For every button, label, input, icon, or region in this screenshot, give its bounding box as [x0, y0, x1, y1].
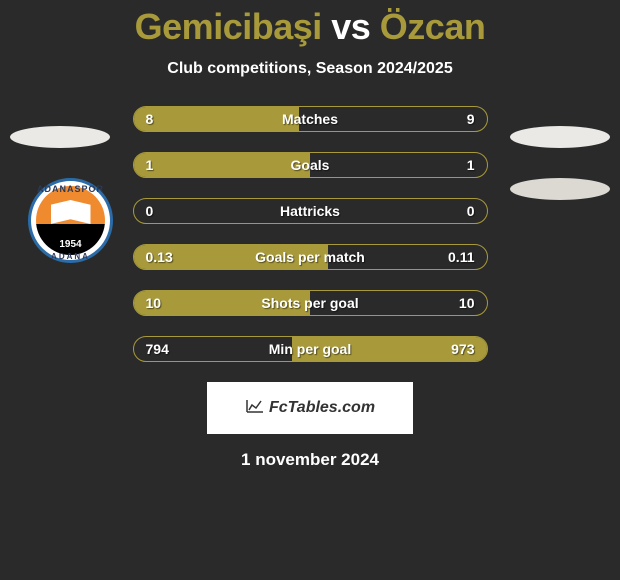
- stat-value-right: 9: [467, 111, 475, 127]
- stat-row: 8 Matches 9: [133, 106, 488, 132]
- stat-label: Min per goal: [269, 341, 351, 357]
- stat-value-right: 973: [451, 341, 474, 357]
- stat-value-right: 0.11: [448, 249, 474, 265]
- stat-label: Matches: [282, 111, 338, 127]
- stat-value-right: 0: [467, 203, 475, 219]
- vs-text: vs: [322, 6, 380, 47]
- stat-value-left: 794: [146, 341, 169, 357]
- stat-value-right: 1: [467, 157, 475, 173]
- stat-row: 794 Min per goal 973: [133, 336, 488, 362]
- stat-fill-left: [134, 107, 300, 131]
- stat-label: Goals: [291, 157, 330, 173]
- watermark: FcTables.com: [207, 382, 413, 434]
- page-title: Gemicibaşi vs Özcan: [0, 0, 620, 48]
- stat-value-left: 0.13: [146, 249, 173, 265]
- stat-value-right: 10: [459, 295, 475, 311]
- stat-row: 0 Hattricks 0: [133, 198, 488, 224]
- player2-photo-placeholder: [510, 126, 610, 148]
- stat-value-left: 8: [146, 111, 154, 127]
- stat-label: Hattricks: [280, 203, 340, 219]
- date-text: 1 november 2024: [0, 450, 620, 470]
- stats-container: 8Matches91Goals10Hattricks00.13Goals per…: [133, 106, 488, 362]
- stat-value-left: 10: [146, 295, 162, 311]
- player1-name: Gemicibaşi: [135, 6, 322, 47]
- stat-row: 10 Shots per goal 10: [133, 290, 488, 316]
- player1-photo-placeholder: [10, 126, 110, 148]
- player1-club-badge: ADANASPOR 1954 ADANA: [28, 178, 113, 263]
- badge-top-text: ADANASPOR: [28, 184, 113, 194]
- badge-bottom-text: ADANA: [28, 252, 113, 261]
- stat-value-left: 0: [146, 203, 154, 219]
- badge-year: 1954: [28, 239, 113, 250]
- stat-value-left: 1: [146, 157, 154, 173]
- stat-label: Goals per match: [255, 249, 365, 265]
- player2-name: Özcan: [380, 6, 486, 47]
- chart-icon: [245, 398, 265, 419]
- player2-club-placeholder: [510, 178, 610, 200]
- stat-row: 1 Goals 1: [133, 152, 488, 178]
- watermark-text: FcTables.com: [269, 399, 375, 417]
- stat-row: 0.13 Goals per match 0.11: [133, 244, 488, 270]
- stat-label: Shots per goal: [261, 295, 358, 311]
- subtitle: Club competitions, Season 2024/2025: [0, 60, 620, 78]
- stat-fill-left: [134, 153, 311, 177]
